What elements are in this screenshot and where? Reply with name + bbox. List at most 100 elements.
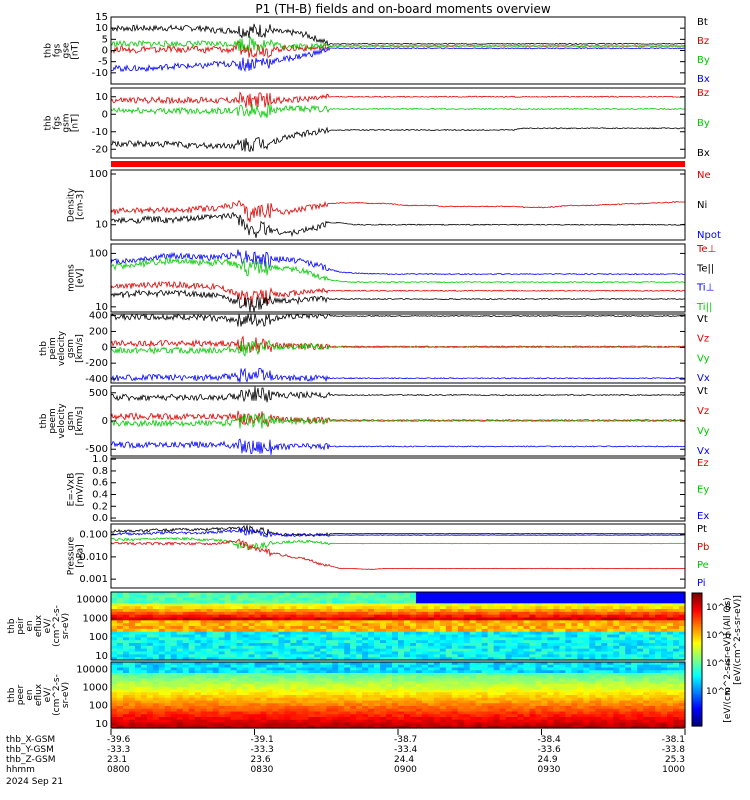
x-tick-zgsm: 24.4 [394, 755, 414, 765]
y-tick-label: 0 [102, 46, 108, 57]
x-tick-time: 0930 [538, 765, 561, 775]
y-axis-label: gsm [66, 411, 76, 430]
panel-frame [110, 457, 686, 522]
y-axis-label: eV/ [43, 687, 53, 703]
legend-Pt: Pt [697, 524, 707, 535]
x-row-label: hhmm [6, 765, 35, 775]
series-fgs-gse-Bx [110, 46, 686, 73]
series-moms-Ti|| [110, 257, 686, 284]
series-pressure-Pb [110, 538, 685, 570]
x-tick-xgsm: -39.6 [107, 735, 131, 745]
x-tick-zgsm: 23.6 [251, 755, 271, 765]
spectrogram-peer: 10000 1000 100 10 thb peer en eflux eV/(cm^2-s-s… [7, 661, 686, 730]
figure-title: P1 (TH-B) fields and on-board moments ov… [255, 2, 551, 16]
y-axis-label: [eV] [76, 269, 86, 288]
legend-Ni: Ni [697, 200, 707, 211]
y-axis-label: Density [67, 187, 77, 222]
y-tick-label: -200 [85, 358, 108, 369]
y-axis-label: thb [7, 687, 17, 702]
y-axis-label: en [25, 620, 35, 631]
y-axis-label: eV/ [43, 618, 53, 634]
y-axis-label: fgs [53, 43, 63, 57]
y-tick-label: -20 [92, 144, 108, 155]
x-tick-time: 0900 [394, 765, 417, 775]
y-axis-label: velocity [57, 330, 67, 366]
y-axis-label: gsm [66, 339, 76, 358]
x-tick-ygsm: -33.4 [394, 745, 418, 755]
y-axis-label: eflux [34, 614, 44, 637]
x-row-label: thb_X-GSM [6, 735, 55, 745]
spectrogram-frame [110, 591, 686, 661]
legend-Bz: Bz [697, 36, 709, 47]
y-tick-label: 15 [95, 12, 108, 23]
panel-efield: 1.00.80.60.40.20.0 E=-VxB [mV/m] Ez Ey Ex [67, 454, 710, 524]
y-axis-label: peer [16, 684, 26, 705]
legend-Vx: Vx [697, 373, 710, 384]
y-axis-label: (cm^2-s- [52, 605, 62, 647]
y-tick-label: 0 [102, 416, 108, 427]
series-peim-Vy [110, 339, 686, 357]
y-axis-label: moms [67, 264, 77, 292]
y-axis-label: thb [44, 43, 54, 58]
x-tick-ygsm: -33.6 [538, 745, 562, 755]
colorbar-tick: 10^4 [706, 659, 731, 669]
legend-Ne: Ne [697, 170, 711, 181]
x-tick-xgsm: -38.7 [394, 735, 417, 745]
x-tick-xgsm: -39.1 [251, 735, 274, 745]
series-peim-Vx [110, 367, 686, 383]
legend-Te||: Te|| [696, 263, 714, 274]
legend-Vy: Vy [697, 353, 710, 364]
y-tick-label: 10 [95, 23, 108, 34]
spectrogram-frame [110, 661, 686, 729]
series-fgs-gsm-Bz [110, 91, 686, 108]
legend-Vt: Vt [697, 314, 708, 325]
y-axis-label: [km/s] [75, 407, 85, 436]
y-tick-label: 5 [102, 34, 108, 45]
y-tick-label: 10 [95, 92, 108, 103]
legend-Npot: Npot [697, 230, 721, 241]
y-axis-label: Pressure [67, 536, 77, 575]
series-moms-Te⊥ [110, 280, 686, 308]
y-tick-label: 1000 [83, 682, 108, 693]
y-axis-label: sr-eV) [61, 682, 71, 708]
y-tick-label: 0.4 [92, 490, 108, 501]
series-fgs-gse-Bt [110, 23, 686, 46]
y-tick-label: 0.8 [92, 466, 108, 477]
panel-density: 100 10 Density [cm-3] Ne Ni Npot [67, 169, 721, 241]
x-tick-xgsm: -38.4 [538, 735, 562, 745]
legend-Ti||: Ti|| [696, 302, 712, 313]
series-pressure-Pt [110, 524, 686, 537]
y-axis-label: [km/s] [75, 334, 85, 363]
y-tick-label: 10 [95, 220, 108, 231]
series-peim-Vz [110, 335, 686, 353]
y-axis-label: peem [48, 408, 58, 434]
legend-Bx: Bx [697, 74, 710, 85]
x-row-label: 2024 Sep 21 [6, 777, 63, 787]
legend-By: By [697, 118, 710, 129]
y-axis-label: [mV/m] [76, 473, 86, 507]
colorbar-tick: 10^6 [706, 631, 731, 641]
y-tick-label: -5 [98, 57, 108, 68]
y-tick-label: 0.2 [92, 501, 108, 512]
series-pressure-Pe [110, 536, 686, 551]
y-axis-label: gse [62, 42, 72, 58]
panel-frame [110, 87, 686, 159]
y-tick-label: 200 [89, 326, 108, 337]
y-axis-label: thb [39, 413, 49, 428]
panel-frame [110, 243, 686, 313]
series-density-Ne [110, 199, 686, 223]
x-tick-time: 1000 [662, 765, 685, 775]
y-tick-label: 0 [102, 342, 108, 353]
series-moms-Ti⊥ [110, 249, 686, 276]
y-tick-label: 10 [95, 651, 108, 662]
y-tick-label: 10 [95, 302, 108, 313]
legend-By: By [697, 55, 710, 66]
y-tick-label: -10 [92, 68, 108, 79]
legend-Te⊥: Te⊥ [696, 244, 716, 255]
